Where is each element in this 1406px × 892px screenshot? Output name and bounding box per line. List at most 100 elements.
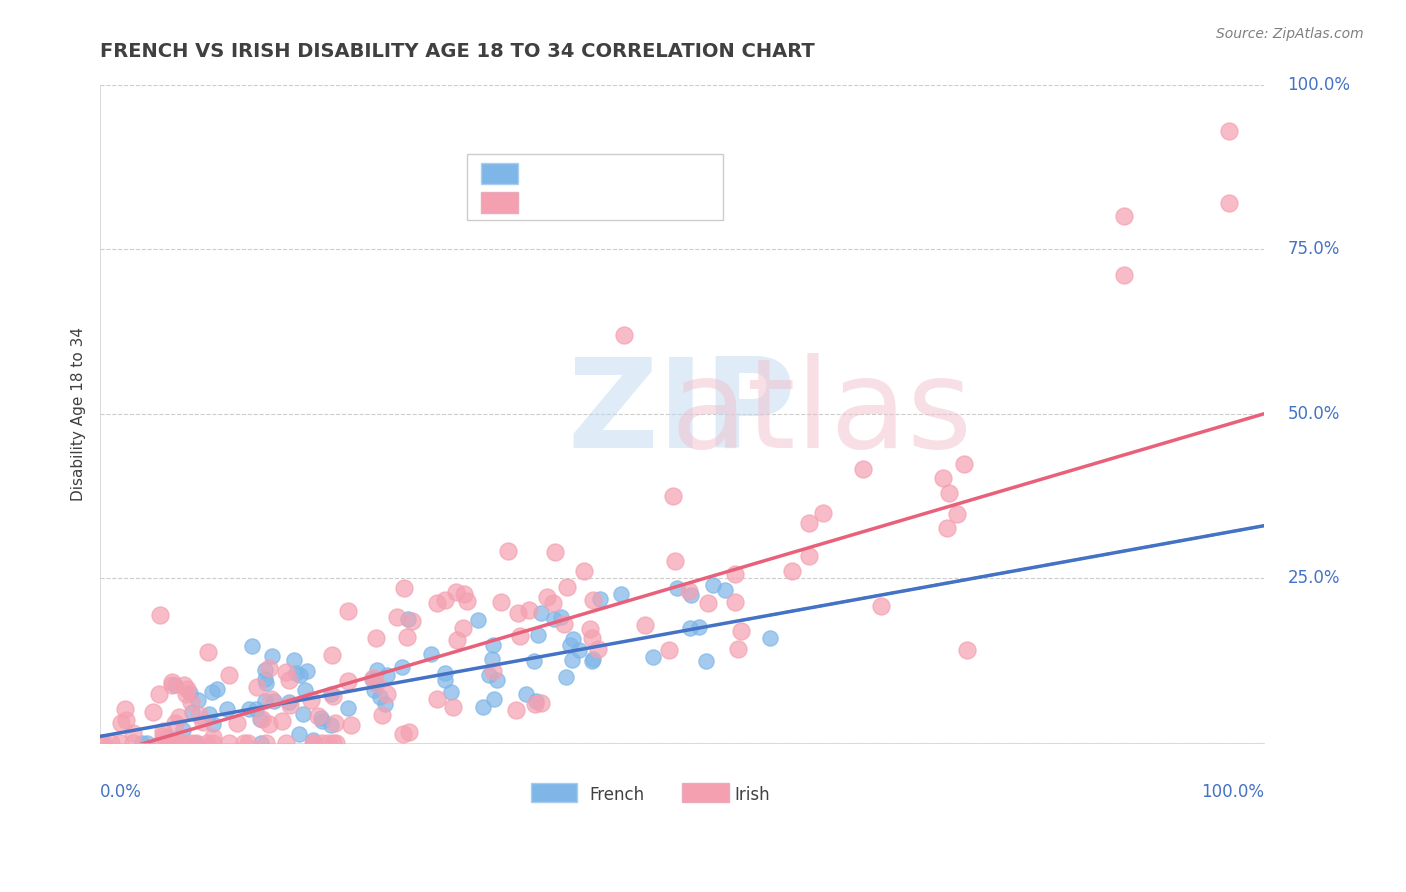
- Point: [498, 543, 520, 558]
- Point: [186, 735, 208, 749]
- Point: [543, 612, 565, 626]
- Point: [110, 715, 132, 730]
- Point: [245, 702, 267, 716]
- Point: [371, 707, 394, 722]
- Point: [311, 714, 333, 728]
- Point: [321, 687, 343, 701]
- Point: [321, 648, 343, 662]
- Point: [581, 631, 603, 645]
- Point: [197, 645, 219, 659]
- Point: [152, 729, 174, 743]
- Point: [311, 736, 333, 750]
- Point: [366, 663, 388, 677]
- Point: [530, 696, 553, 710]
- Point: [366, 632, 388, 646]
- Point: [536, 590, 558, 604]
- Point: [662, 489, 685, 503]
- Point: [505, 703, 527, 717]
- Text: ZIP: ZIP: [568, 353, 796, 475]
- Point: [160, 736, 183, 750]
- Point: [149, 608, 172, 623]
- Point: [581, 654, 603, 668]
- Point: [148, 687, 170, 701]
- Point: [325, 736, 347, 750]
- Point: [482, 638, 505, 652]
- Point: [641, 649, 664, 664]
- Point: [110, 736, 132, 750]
- Point: [238, 702, 260, 716]
- Point: [217, 702, 239, 716]
- Point: [678, 584, 700, 599]
- Point: [434, 592, 457, 607]
- Point: [291, 706, 314, 721]
- Point: [278, 698, 301, 712]
- Point: [702, 578, 724, 592]
- Point: [478, 668, 501, 682]
- Point: [233, 736, 256, 750]
- Point: [724, 566, 747, 581]
- Point: [195, 736, 218, 750]
- Point: [550, 610, 572, 624]
- Point: [446, 585, 468, 599]
- Point: [515, 687, 537, 701]
- Point: [852, 462, 875, 476]
- Point: [322, 736, 344, 750]
- Point: [555, 670, 578, 684]
- Point: [560, 638, 582, 652]
- Point: [180, 736, 202, 750]
- Point: [1114, 268, 1136, 283]
- Text: Irish: Irish: [734, 786, 770, 804]
- Text: 0.0%: 0.0%: [100, 782, 142, 800]
- Point: [218, 668, 240, 682]
- Point: [946, 507, 969, 521]
- Point: [180, 695, 202, 709]
- Point: [368, 690, 391, 704]
- Point: [391, 660, 413, 674]
- Point: [813, 506, 835, 520]
- Point: [392, 727, 415, 741]
- Point: [932, 471, 955, 485]
- Point: [451, 621, 474, 635]
- Point: [364, 676, 387, 690]
- Point: [114, 702, 136, 716]
- Point: [295, 664, 318, 678]
- Point: [337, 673, 360, 688]
- Point: [167, 710, 190, 724]
- Point: [377, 688, 399, 702]
- Point: [491, 595, 513, 609]
- Point: [302, 736, 325, 750]
- Point: [277, 695, 299, 709]
- Point: [481, 652, 503, 666]
- Point: [257, 717, 280, 731]
- Point: [301, 733, 323, 747]
- Point: [574, 564, 596, 578]
- Point: [340, 718, 363, 732]
- Point: [485, 673, 508, 688]
- Text: 100.0%: 100.0%: [1201, 782, 1264, 800]
- Text: 100.0%: 100.0%: [1288, 76, 1350, 94]
- Point: [385, 609, 408, 624]
- Point: [453, 586, 475, 600]
- Point: [288, 727, 311, 741]
- Point: [162, 736, 184, 750]
- Point: [250, 736, 273, 750]
- Point: [361, 672, 384, 686]
- Point: [443, 700, 465, 714]
- Point: [553, 616, 575, 631]
- Point: [780, 565, 803, 579]
- Point: [131, 736, 153, 750]
- Point: [336, 604, 359, 618]
- Point: [956, 642, 979, 657]
- Point: [254, 676, 277, 690]
- Text: atlas: atlas: [671, 353, 973, 475]
- Point: [524, 694, 547, 708]
- Text: R = 0.514: R = 0.514: [530, 163, 620, 181]
- Point: [249, 712, 271, 726]
- Point: [246, 680, 269, 694]
- Point: [152, 723, 174, 738]
- Point: [290, 668, 312, 682]
- Point: [679, 620, 702, 634]
- Point: [201, 685, 224, 699]
- Point: [713, 582, 735, 597]
- Text: N = 86: N = 86: [619, 163, 686, 181]
